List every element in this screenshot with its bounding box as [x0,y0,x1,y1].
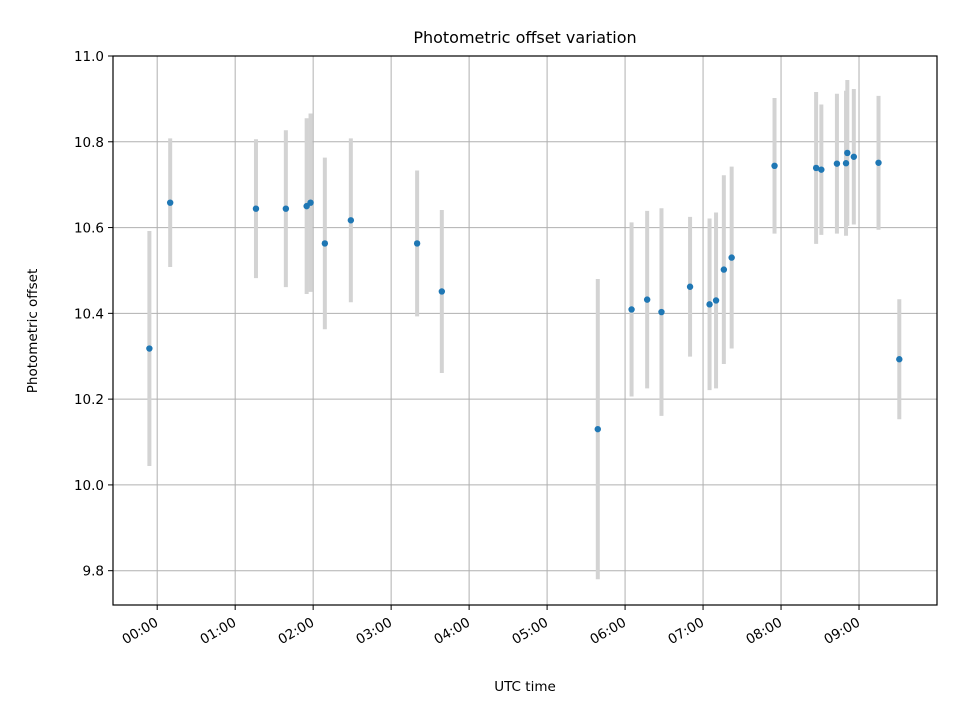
data-point [252,205,260,212]
y-tick-label: 11.0 [74,49,104,65]
data-point [728,254,735,261]
y-tick-label: 10.4 [74,306,104,322]
plot-frame [112,55,938,606]
data-point [875,159,882,166]
y-tick-label: 10.8 [74,135,104,151]
data-point [712,297,720,304]
y-tick-label: 10.2 [74,392,104,408]
data-point [413,240,421,247]
data-point [720,266,728,273]
grid [113,55,937,605]
data-point [438,288,446,295]
data-point [594,425,601,433]
data-point [706,301,713,308]
data-point [896,356,903,363]
data-point [628,306,635,313]
data-point [321,240,329,247]
data-point [850,153,858,160]
y-tick-label: 9.8 [83,564,104,580]
data-point [658,308,665,316]
chart-title: Photometric offset variation [413,28,636,47]
data-point [166,199,174,206]
data-point [818,166,825,173]
data-point [146,345,153,352]
data-point [771,162,778,169]
y-axis-label: Photometric offset [25,269,41,393]
data-point [686,283,694,290]
data-point [842,160,850,167]
data-point [347,217,355,224]
data-point [812,164,820,172]
data-point [282,205,290,212]
data-point [844,149,851,157]
y-tick-label: 10.6 [74,221,104,237]
y-tick-label: 10.0 [74,478,104,494]
data-points [146,149,903,433]
data-point [643,296,651,303]
data-point [307,199,314,206]
data-point [833,160,841,167]
x-axis-label: UTC time [494,679,556,695]
y-axis-ticks: 9.8 10.0 10.2 10.4 10.6 10.8 11.0 [74,49,113,580]
